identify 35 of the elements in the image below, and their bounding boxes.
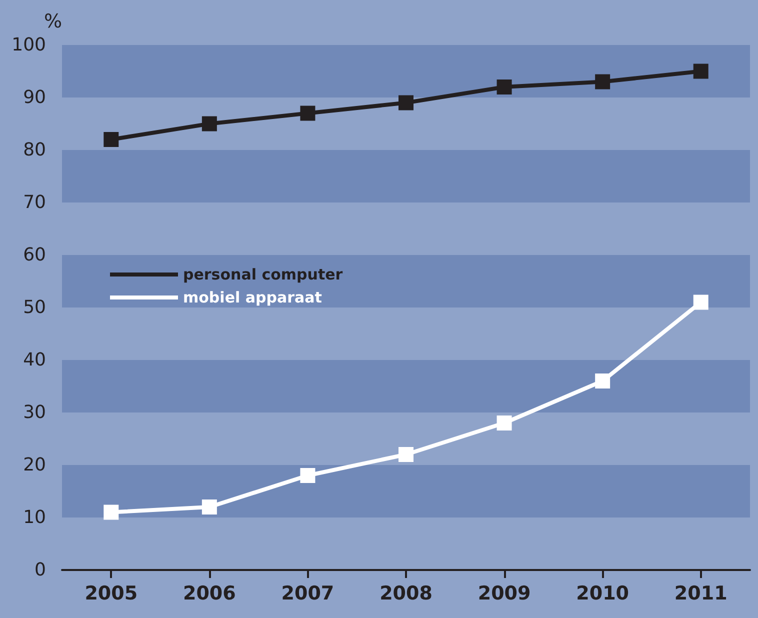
point <box>496 416 512 430</box>
point <box>595 74 610 90</box>
point <box>202 116 217 132</box>
y-tick-label: 60 <box>23 244 46 266</box>
x-tick-label: 2011 <box>674 582 728 604</box>
y-tick-label: 40 <box>23 350 46 370</box>
point <box>104 132 119 147</box>
point <box>202 500 217 514</box>
y-tick-label: 20 <box>23 454 46 476</box>
x-tick-label: 2008 <box>380 582 432 604</box>
point <box>300 468 316 483</box>
x-tick-label: 2006 <box>182 582 236 604</box>
point <box>300 106 316 121</box>
x-tick-label: 2009 <box>478 582 531 604</box>
x-tick-label: 2007 <box>281 582 334 604</box>
point <box>693 64 708 79</box>
x-tick-label: 2005 <box>84 582 138 604</box>
y-axis-title: % <box>44 10 62 32</box>
y-tick-label: 90 <box>23 87 46 108</box>
y-tick-label: 50 <box>23 297 46 318</box>
y-tick-label: 30 <box>23 402 46 423</box>
y-tick-label: 0 <box>34 560 46 580</box>
y-tick-label: 100 <box>12 34 46 56</box>
point <box>595 374 610 388</box>
point <box>398 95 414 110</box>
point <box>496 80 512 94</box>
y-tick-label: 10 <box>23 507 46 528</box>
legend-label: personal computer <box>183 266 344 284</box>
point <box>398 447 414 462</box>
y-tick-label: 80 <box>23 140 46 160</box>
point <box>104 504 119 520</box>
legend-label: mobiel apparaat <box>183 288 322 306</box>
y-tick-label: 70 <box>23 192 46 213</box>
point <box>693 294 708 310</box>
x-tick-label: 2010 <box>576 582 630 604</box>
